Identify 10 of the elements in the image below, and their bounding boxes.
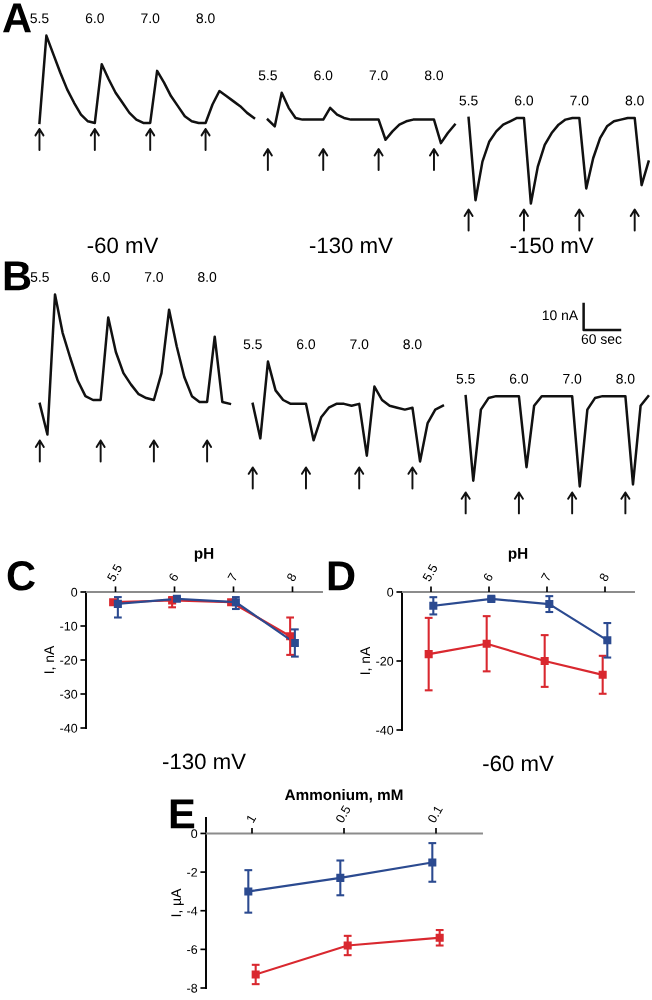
chart-title: E — [170, 799, 195, 829]
text: -60 mV — [483, 755, 554, 772]
chart-title: A — [3, 3, 31, 33]
text: -130 mV — [309, 237, 393, 254]
chart-title: B — [4, 261, 31, 291]
text: -150 mV — [510, 237, 594, 254]
text: -130 mV — [163, 753, 246, 770]
chart-title: C — [7, 561, 35, 591]
chart-title: D — [328, 561, 355, 591]
text: -60 mV — [87, 237, 159, 254]
